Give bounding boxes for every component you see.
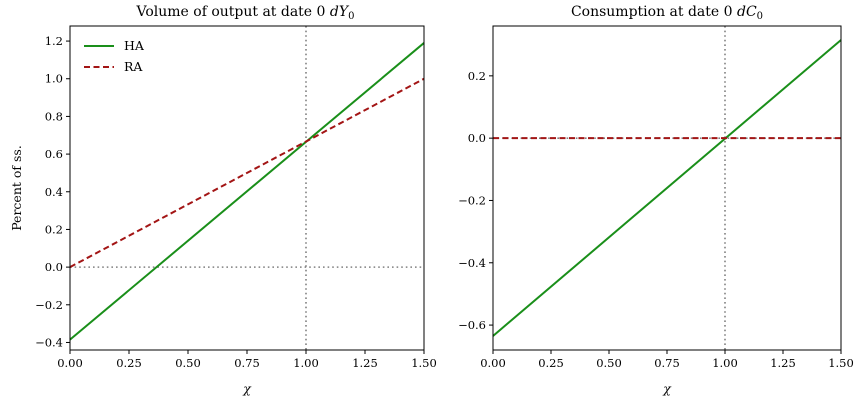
consumption-xtick-label: 0.75 [654,356,680,370]
output-ytick-label: 1.2 [45,34,63,48]
consumption-ytick-label: −0.2 [458,193,486,207]
consumption-axes-frame [492,25,842,351]
output-ytick-label: 0.6 [45,147,63,161]
output-ytick-label: 0.0 [45,260,63,274]
output-axes-frame [69,25,425,351]
consumption-ytick-label: −0.6 [458,318,486,332]
output-plot-area: 0.00 0.25 0.50 0.75 1.00 1.25 1.50 −0.4 −0.2 0.0 0… [35,26,437,370]
consumption-ytick-label: 0.2 [468,69,486,83]
output-series-ha [69,42,425,341]
consumption-panel: Consumption at date 0 dC0 χ 0.00 0.25 0.50… [458,4,854,396]
consumption-ytick-label: −0.4 [458,256,486,270]
consumption-xlabel: χ [662,381,672,396]
consumption-xtick-label: 1.00 [712,356,738,370]
output-xtick-label: 0.00 [57,356,83,370]
legend-ra-label: RA [124,59,143,74]
output-ylabel: Percent of ss. [9,145,24,231]
output-ytick-label: 0.8 [45,109,63,123]
output-xtick-label: 1.25 [352,356,378,370]
consumption-xtick-label: 1.25 [770,356,796,370]
output-ytick-label: −0.2 [35,298,63,312]
output-xtick-label: 0.25 [116,356,142,370]
output-ytick-label: 0.4 [45,185,63,199]
consumption-xtick-label: 1.50 [828,356,854,370]
output-xtick-label: 1.00 [293,356,319,370]
output-xlabel: χ [242,381,252,396]
output-xtick-label: 0.50 [175,356,201,370]
consumption-plot-area: 0.00 0.25 0.50 0.75 1.00 1.25 1.50 −0.6 −0.4 −0.2… [458,26,854,370]
legend: HA RA [84,38,145,74]
consumption-xtick-label: 0.50 [596,356,622,370]
output-ytick-label: 0.2 [45,222,63,236]
consumption-xtick-label: 0.25 [538,356,564,370]
output-series-ra [69,77,425,269]
output-xtick-label: 0.75 [234,356,260,370]
output-chart-title: Volume of output at date 0 dY0 [136,4,355,22]
output-xtick-label: 1.50 [411,356,437,370]
legend-ha-label: HA [124,38,145,53]
output-panel: Volume of output at date 0 dY0 Percent o… [9,4,437,396]
output-ytick-label: 1.0 [45,72,63,86]
consumption-series-ha [492,39,842,337]
consumption-chart-title: Consumption at date 0 dC0 [571,4,763,22]
consumption-ytick-label: 0.0 [468,131,486,145]
output-ytick-label: −0.4 [35,335,63,349]
consumption-xtick-label: 0.00 [480,356,506,370]
